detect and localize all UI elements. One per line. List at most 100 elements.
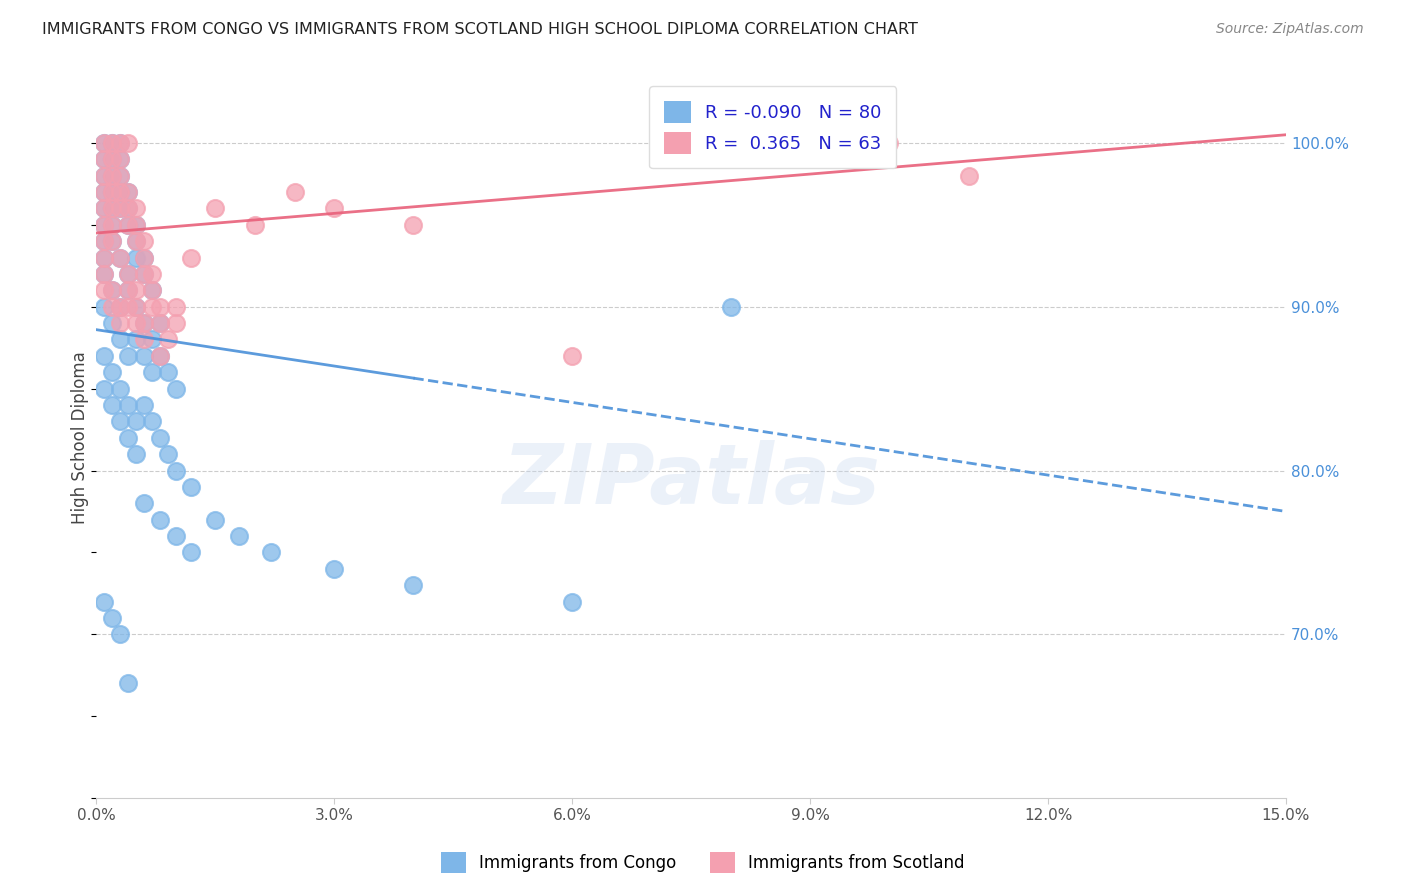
Point	[180, 480, 202, 494]
Point	[108, 251, 131, 265]
Point	[93, 234, 115, 248]
Point	[165, 382, 187, 396]
Point	[149, 431, 172, 445]
Point	[101, 218, 124, 232]
Point	[125, 218, 148, 232]
Point	[132, 267, 155, 281]
Point	[149, 316, 172, 330]
Point	[117, 284, 139, 298]
Point	[117, 431, 139, 445]
Point	[108, 153, 131, 167]
Point	[125, 234, 148, 248]
Point	[125, 202, 148, 216]
Point	[93, 153, 115, 167]
Point	[141, 414, 163, 428]
Point	[108, 333, 131, 347]
Point	[149, 513, 172, 527]
Point	[101, 398, 124, 412]
Point	[93, 202, 115, 216]
Point	[108, 136, 131, 150]
Point	[132, 316, 155, 330]
Point	[117, 398, 139, 412]
Point	[149, 316, 172, 330]
Point	[204, 202, 226, 216]
Point	[125, 316, 148, 330]
Point	[101, 202, 124, 216]
Point	[117, 267, 139, 281]
Point	[108, 153, 131, 167]
Point	[323, 562, 346, 576]
Point	[180, 251, 202, 265]
Point	[93, 136, 115, 150]
Point	[93, 153, 115, 167]
Point	[93, 267, 115, 281]
Point	[156, 333, 179, 347]
Point	[125, 300, 148, 314]
Point	[402, 578, 425, 592]
Point	[101, 136, 124, 150]
Point	[93, 594, 115, 608]
Point	[101, 185, 124, 199]
Point	[101, 365, 124, 379]
Point	[101, 136, 124, 150]
Point	[117, 300, 139, 314]
Point	[101, 169, 124, 183]
Point	[720, 300, 742, 314]
Point	[156, 447, 179, 461]
Point	[260, 545, 283, 559]
Point	[125, 284, 148, 298]
Point	[93, 218, 115, 232]
Point	[93, 349, 115, 363]
Point	[957, 169, 980, 183]
Point	[93, 218, 115, 232]
Point	[323, 202, 346, 216]
Point	[108, 169, 131, 183]
Point	[93, 202, 115, 216]
Point	[101, 218, 124, 232]
Point	[243, 218, 266, 232]
Point	[132, 251, 155, 265]
Point	[101, 169, 124, 183]
Point	[117, 267, 139, 281]
Point	[101, 300, 124, 314]
Point	[165, 316, 187, 330]
Point	[149, 349, 172, 363]
Point	[108, 185, 131, 199]
Point	[125, 300, 148, 314]
Point	[132, 349, 155, 363]
Point	[141, 365, 163, 379]
Point	[101, 611, 124, 625]
Point	[108, 414, 131, 428]
Point	[125, 234, 148, 248]
Point	[108, 316, 131, 330]
Point	[93, 234, 115, 248]
Point	[108, 300, 131, 314]
Point	[132, 333, 155, 347]
Point	[283, 185, 305, 199]
Point	[108, 382, 131, 396]
Point	[108, 627, 131, 641]
Point	[132, 398, 155, 412]
Point	[165, 529, 187, 543]
Point	[117, 136, 139, 150]
Point	[117, 218, 139, 232]
Point	[93, 300, 115, 314]
Point	[101, 202, 124, 216]
Point	[141, 300, 163, 314]
Point	[108, 300, 131, 314]
Point	[117, 218, 139, 232]
Point	[204, 513, 226, 527]
Point	[101, 316, 124, 330]
Text: Source: ZipAtlas.com: Source: ZipAtlas.com	[1216, 22, 1364, 37]
Point	[117, 185, 139, 199]
Point	[165, 463, 187, 477]
Point	[93, 169, 115, 183]
Point	[125, 414, 148, 428]
Point	[125, 251, 148, 265]
Point	[132, 316, 155, 330]
Point	[93, 267, 115, 281]
Text: ZIPatlas: ZIPatlas	[502, 441, 880, 522]
Point	[165, 300, 187, 314]
Point	[132, 496, 155, 510]
Point	[117, 202, 139, 216]
